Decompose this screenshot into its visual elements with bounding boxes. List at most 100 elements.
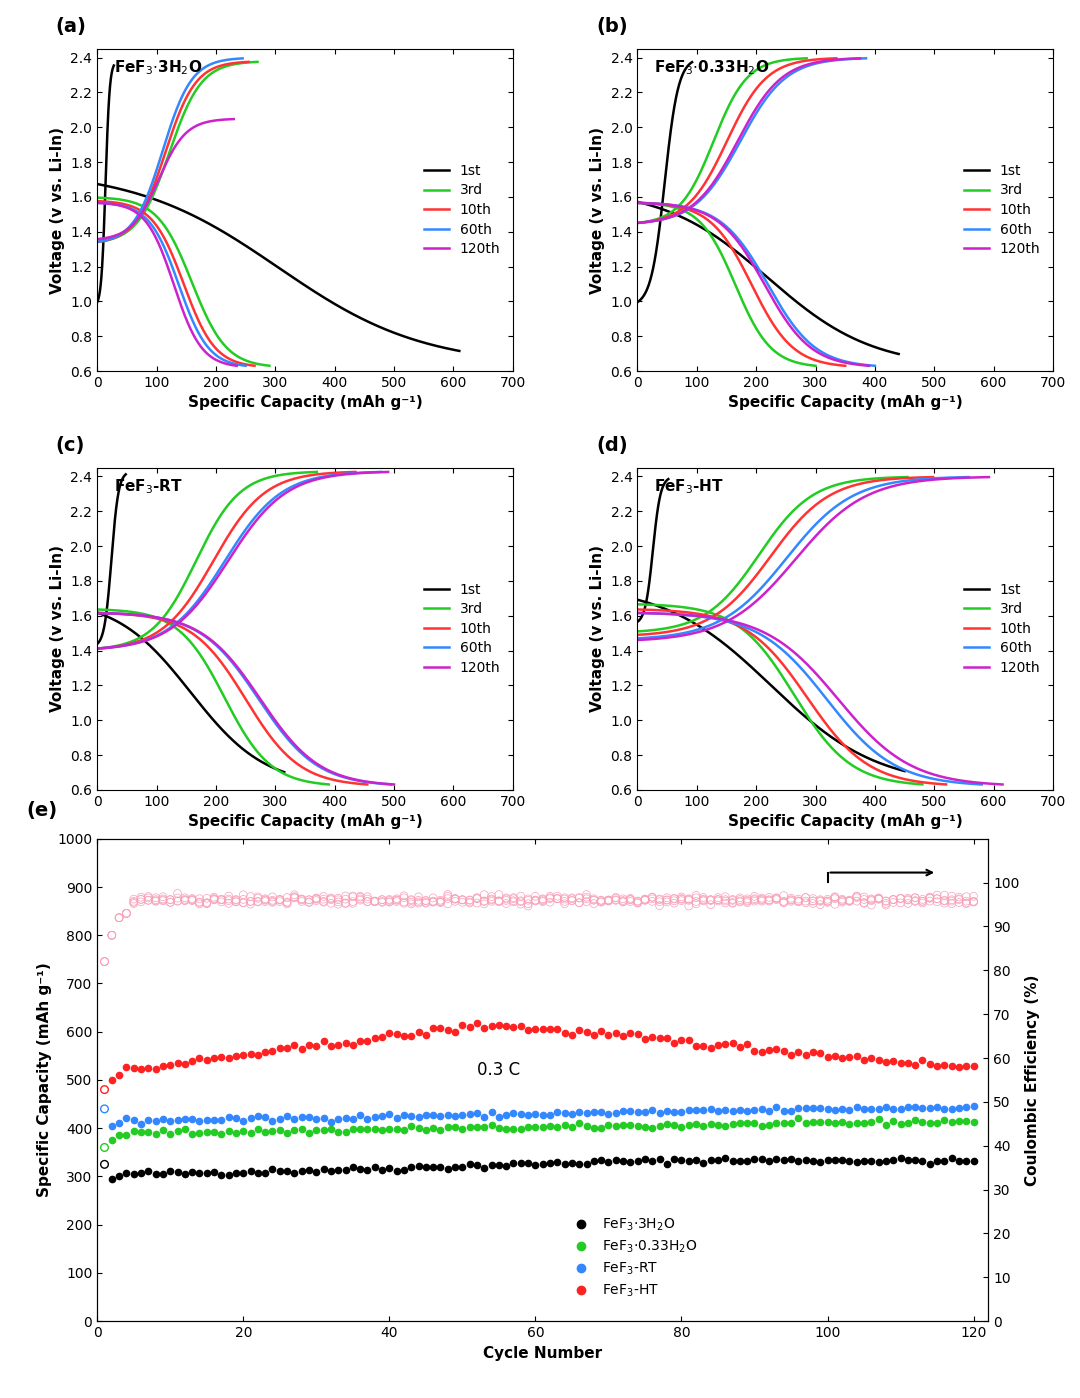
Point — [176, 886, 193, 909]
Point — [615, 888, 632, 910]
Point — [300, 891, 318, 913]
Point — [374, 888, 391, 910]
Point — [892, 888, 909, 910]
Point — [673, 888, 690, 910]
Point — [768, 1148, 785, 1170]
Point — [300, 1121, 318, 1144]
Point — [308, 888, 325, 910]
Point — [826, 893, 843, 916]
Point — [504, 1016, 522, 1039]
Point — [519, 1116, 537, 1138]
Point — [512, 891, 529, 913]
Point — [811, 889, 828, 911]
Point — [906, 1054, 923, 1076]
Point — [286, 886, 303, 909]
Point — [673, 1149, 690, 1172]
Point — [410, 892, 428, 914]
Point — [549, 1116, 566, 1138]
Point — [535, 889, 552, 911]
Point — [184, 889, 201, 911]
Point — [694, 1152, 712, 1174]
Point — [424, 1156, 442, 1179]
Point — [644, 886, 661, 909]
Point — [775, 1111, 793, 1134]
Point — [184, 1050, 201, 1072]
Point — [775, 1149, 793, 1172]
Point — [279, 891, 296, 913]
Text: (a): (a) — [56, 17, 86, 36]
Point — [950, 892, 968, 914]
Point — [885, 1050, 902, 1072]
Point — [870, 888, 888, 910]
Point — [739, 892, 756, 914]
Point — [885, 889, 902, 911]
Text: (b): (b) — [596, 17, 627, 36]
Point — [710, 1035, 727, 1057]
Point — [446, 888, 463, 910]
Point — [892, 1113, 909, 1135]
Point — [227, 1044, 244, 1067]
Point — [593, 1117, 610, 1139]
Point — [227, 889, 244, 911]
Point — [176, 1109, 193, 1131]
Point — [374, 1159, 391, 1181]
Point — [424, 891, 442, 913]
Point — [819, 888, 836, 910]
Point — [929, 888, 946, 910]
Point — [768, 1039, 785, 1061]
Point — [731, 888, 748, 910]
Point — [322, 886, 339, 909]
Point — [797, 886, 814, 909]
Point — [578, 891, 595, 913]
Point — [848, 891, 865, 913]
Point — [585, 1100, 603, 1123]
Point — [227, 888, 244, 910]
Point — [731, 891, 748, 913]
Point — [432, 1118, 449, 1141]
Point — [329, 1121, 347, 1144]
Point — [943, 1055, 960, 1078]
Point — [527, 889, 544, 911]
Point — [184, 888, 201, 910]
Point — [739, 891, 756, 913]
Point — [125, 1163, 143, 1186]
Point — [380, 1022, 397, 1044]
Point — [454, 1014, 471, 1036]
Point — [104, 924, 121, 946]
Point — [746, 1099, 764, 1121]
Point — [220, 885, 238, 907]
Point — [789, 889, 807, 911]
Point — [483, 1100, 500, 1123]
Point — [826, 1099, 843, 1121]
Point — [162, 891, 179, 913]
Point — [710, 1100, 727, 1123]
Point — [958, 891, 975, 913]
Point — [469, 888, 486, 910]
Point — [549, 1018, 566, 1040]
Point — [935, 884, 953, 906]
Point — [694, 888, 712, 910]
Point — [885, 892, 902, 914]
Point — [118, 902, 135, 924]
Point — [717, 885, 734, 907]
Point — [607, 1022, 624, 1044]
Point — [315, 1030, 333, 1053]
Point — [753, 888, 770, 910]
Text: FeF$_3$$\cdot$0.33H$_2$O: FeF$_3$$\cdot$0.33H$_2$O — [654, 59, 770, 77]
Point — [585, 1023, 603, 1046]
Point — [665, 1114, 683, 1137]
Point — [688, 1113, 705, 1135]
Point — [249, 891, 267, 913]
Point — [906, 889, 923, 911]
Point — [599, 889, 617, 911]
Point — [242, 1106, 259, 1128]
Point — [636, 1148, 653, 1170]
Point — [841, 889, 859, 911]
Point — [753, 889, 770, 911]
Point — [935, 889, 953, 911]
Point — [168, 882, 186, 905]
Point — [264, 1158, 281, 1180]
Point — [724, 888, 741, 910]
Point — [147, 889, 164, 911]
Point — [257, 1042, 274, 1064]
